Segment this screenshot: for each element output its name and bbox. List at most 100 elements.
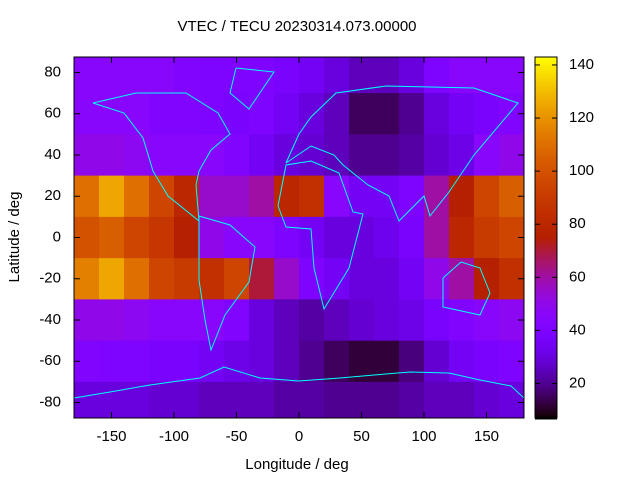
colorbar-band [535,229,557,232]
heatmap-cell [174,299,200,342]
coastline [198,215,256,352]
colorbar-band [535,221,557,224]
heatmap-cell [174,93,200,135]
heatmap-cell [399,175,425,218]
colorbar-band [535,275,557,278]
colorbar-band [535,407,557,410]
heatmap-cell [99,57,125,94]
colorbar-band [535,361,557,364]
colorbar-band [535,259,557,262]
heatmap-cell [499,381,524,418]
heatmap-cell [424,340,450,383]
colorbar-band [535,237,557,240]
heatmap-cell [424,299,450,342]
heatmap-cell [274,299,300,342]
colorbar-band [535,225,557,228]
colorbar-band [535,267,557,270]
colorbar-band [535,243,557,246]
heatmap-cell [249,175,275,218]
colorbar-band [535,383,557,386]
heatmap-cell [499,57,524,94]
x-tick-label: 50 [353,428,370,445]
colorbar-band [535,119,557,122]
colorbar-band [535,331,557,334]
colorbar-band [535,389,557,392]
heatmap-cell [249,57,275,94]
colorbar-band [535,69,557,72]
colorbar-band [535,355,557,358]
colorbar-band [535,61,557,64]
colorbar-band [535,113,557,116]
coastline [442,261,491,316]
colorbar-band [535,303,557,306]
colorbar-band [535,75,557,78]
heatmap-cell [349,258,375,300]
colorbar-band [535,249,557,252]
colorbar-band [535,381,557,384]
colorbar-band [535,179,557,182]
colorbar-band [535,337,557,340]
colorbar-band [535,231,557,234]
heatmap-cell [374,340,400,383]
heatmap-cell [124,134,150,177]
heatmap-cell [474,134,500,177]
heatmap-cell [224,57,250,94]
colorbar-band [535,155,557,158]
colorbar-band [535,171,557,174]
y-tick-label: -20 [39,270,61,287]
heatmap-cell [224,258,250,300]
heatmap-cell [449,299,475,342]
heatmap-cell [324,299,350,342]
y-tick-label: -80 [39,393,61,410]
y-tick-label: 60 [44,105,61,122]
heatmap-cell [149,57,175,94]
colorbar-band [535,305,557,308]
colorbar-band [535,233,557,236]
colorbar-band [535,387,557,390]
heatmap-cell [274,57,300,94]
x-tick-label: 0 [295,428,303,445]
heatmap-cell [424,381,450,418]
colorbar-band [535,257,557,260]
heatmap-cell [224,175,250,218]
colorbar-band [535,153,557,156]
heatmap-cell [249,299,275,342]
heatmap-cell [249,134,275,177]
heatmap-cell [324,258,350,300]
coastlines [74,67,524,399]
colorbar-band [535,255,557,258]
heatmap-cell [99,216,125,259]
colorbar-band [535,375,557,378]
colorbar-band [535,199,557,202]
colorbar-band [535,117,557,120]
heatmap-cell [424,216,450,259]
colorbar-band [535,285,557,288]
colorbar-band [535,151,557,154]
heatmap-cell [474,258,500,300]
heatmap-cell [124,258,150,300]
colorbar-band [535,81,557,84]
heatmap-cell [324,93,350,135]
colorbar-band [535,67,557,70]
colorbar-band [535,115,557,118]
heatmap-cell [99,381,125,418]
colorbar-band [535,93,557,96]
colorbar-band [535,311,557,314]
heatmap-cell [474,93,500,135]
heatmap-cell [99,134,125,177]
x-tick-label: 150 [474,428,499,445]
colorbar-band [535,289,557,292]
colorbar-band [535,241,557,244]
colorbar [535,57,557,420]
colorbar-band [535,299,557,302]
heatmap-cell [474,340,500,383]
heatmap-cell [199,134,225,177]
heatmap-cell [374,134,400,177]
colorbar-band [535,309,557,312]
coastline [74,366,524,399]
y-tick-label: 80 [44,63,61,80]
heatmap-cell [174,258,200,300]
colorbar-band [535,101,557,104]
colorbar-band [535,85,557,88]
colorbar-band [535,287,557,290]
